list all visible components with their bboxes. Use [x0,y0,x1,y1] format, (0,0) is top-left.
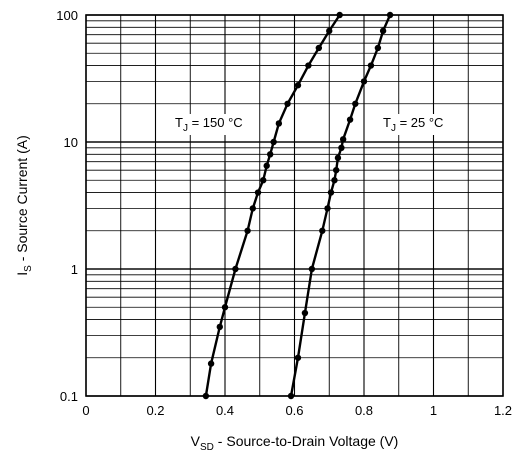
series-point-1 [379,27,387,35]
x-tick-label: 0.2 [146,403,164,418]
y-tick-label: 1 [71,262,78,277]
series-point-0 [270,138,277,146]
series-group [202,11,394,400]
series-point-0 [263,162,270,169]
series-point-0 [305,62,312,69]
series-line-0 [204,14,341,397]
y-axis-label-rest: - Source Current (A) [14,135,30,265]
series-point-1 [327,189,335,196]
series-point-1 [319,227,326,234]
x-tick-label: 0.6 [285,403,303,418]
series-point-0 [207,360,215,367]
series-point-0 [266,151,274,158]
series-point-0 [232,265,239,273]
series-label-25-rest: = 25 °C [396,115,443,130]
series-point-0 [260,177,267,184]
series-label-150-rest: = 150 °C [188,115,243,130]
series-point-0 [216,323,223,331]
series-label-150-bg [171,114,247,135]
x-axis-label-main: V [191,433,201,449]
series-point-1 [352,100,359,107]
series-point-1 [324,205,331,212]
series-point-1 [331,177,338,184]
series-point-0 [284,100,291,107]
series-label-150-main: T [175,115,183,130]
x-tick-label: 1 [430,403,437,418]
series-label-25: TJ = 25 °C [379,114,448,135]
y-axis-label-main: I [14,272,30,276]
series-point-0 [221,304,229,311]
series-point-1 [339,136,347,143]
series-point-0 [294,82,302,89]
series-point-1 [308,265,316,273]
y-tick-label: 100 [56,8,78,23]
x-tick-labels: 0 0.2 0.4 0.6 0.8 1 1.2 [82,403,512,418]
x-axis-label-rest: - Source-to-Drain Voltage (V) [214,433,398,449]
x-tick-label: 0.4 [216,403,234,418]
series-point-1 [294,354,302,361]
y-tick-label: 10 [64,135,78,150]
y-tick-labels: 0.1 1 10 100 [56,8,78,404]
series-point-0 [244,227,251,234]
grid [85,14,504,397]
series-point-1 [301,309,309,317]
y-tick-label: 0.1 [60,389,78,404]
series-point-1 [360,78,368,85]
x-tick-label: 0.8 [355,403,373,418]
series-label-25-bg [379,114,448,135]
series-point-1 [367,62,375,69]
series-point-0 [326,27,333,35]
series-point-0 [315,44,323,52]
series-point-1 [334,154,342,162]
x-axis-label: VSD - Source-to-Drain Voltage (V) [191,433,399,453]
series-point-0 [254,189,262,196]
y-axis-label: IS - Source Current (A) [14,135,34,276]
x-tick-label: 1.2 [494,403,512,418]
series-label-150-sub: J [183,123,188,134]
plot-frame [85,14,504,397]
x-axis-label-sub: SD [200,442,214,453]
x-tick-label: 0 [82,403,89,418]
series-point-1 [346,116,354,123]
series-label-150-text: TJ = 150 °C [175,115,243,134]
series-point-1 [374,44,382,52]
series-point-0 [275,120,283,127]
series-label-25-sub: J [391,123,396,134]
series-label-25-main: T [383,115,391,130]
series-point-1 [333,166,340,174]
series-point-0 [249,205,256,212]
series-point-1 [338,144,345,152]
series-label-150: TJ = 150 °C [171,114,247,135]
series-label-25-text: TJ = 25 °C [383,115,443,134]
y-axis-label-sub: S [23,265,34,272]
